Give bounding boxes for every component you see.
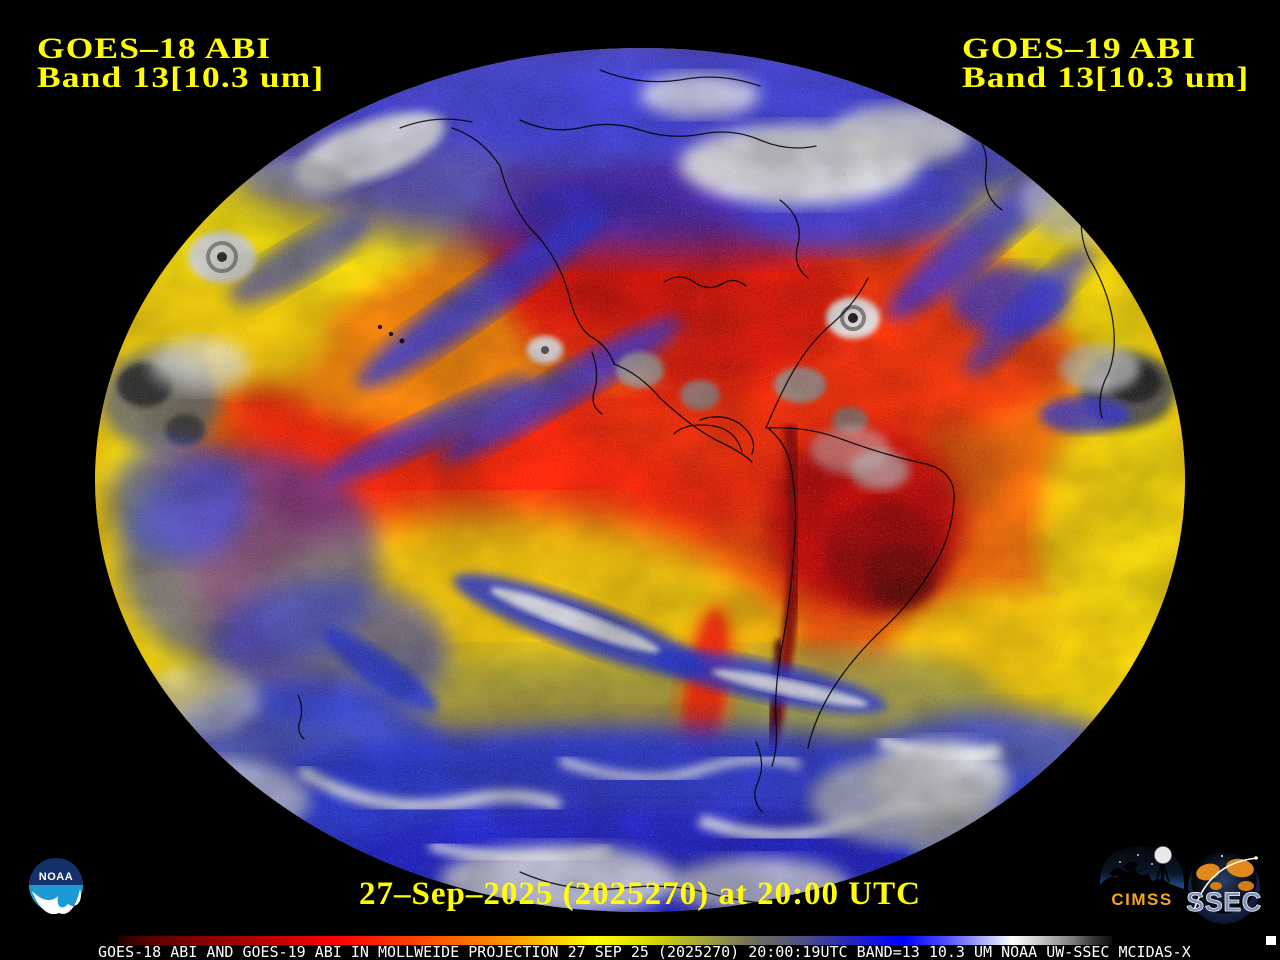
noaa-logo-label: NOAA: [39, 871, 73, 883]
colorbar-endcap: [1266, 936, 1276, 945]
noaa-logo: NOAA: [29, 858, 83, 915]
ssec-logo-label: SSEC: [1186, 887, 1262, 917]
image-timestamp: 27–Sep–2025 (2025270) at 20:00 UTC: [359, 876, 921, 912]
cimss-logo-label: CIMSS: [1111, 890, 1172, 909]
right-title-line1: GOES–19 ABI: [962, 32, 1197, 65]
left-title-line1: GOES–18 ABI: [37, 32, 272, 65]
footer-info-text: GOES-18 ABI AND GOES-19 ABI IN MOLLWEIDE…: [98, 943, 1191, 960]
ir-colorbar: [118, 936, 1112, 945]
right-title-line2: Band 13[10.3 um]: [962, 61, 1250, 94]
cimss-logo: CIMSS: [1100, 846, 1184, 909]
left-title-line2: Band 13[10.3 um]: [37, 61, 325, 94]
footer-strip: GOES-18 ABI AND GOES-19 ABI IN MOLLWEIDE…: [0, 930, 1280, 960]
right-satellite-title: GOES–19 ABI Band 13[10.3 um]: [962, 32, 1250, 94]
mollweide-earth-art: [95, 48, 1185, 912]
left-satellite-title: GOES–18 ABI Band 13[10.3 um]: [37, 32, 325, 94]
ssec-logo: SSEC: [1186, 852, 1262, 924]
